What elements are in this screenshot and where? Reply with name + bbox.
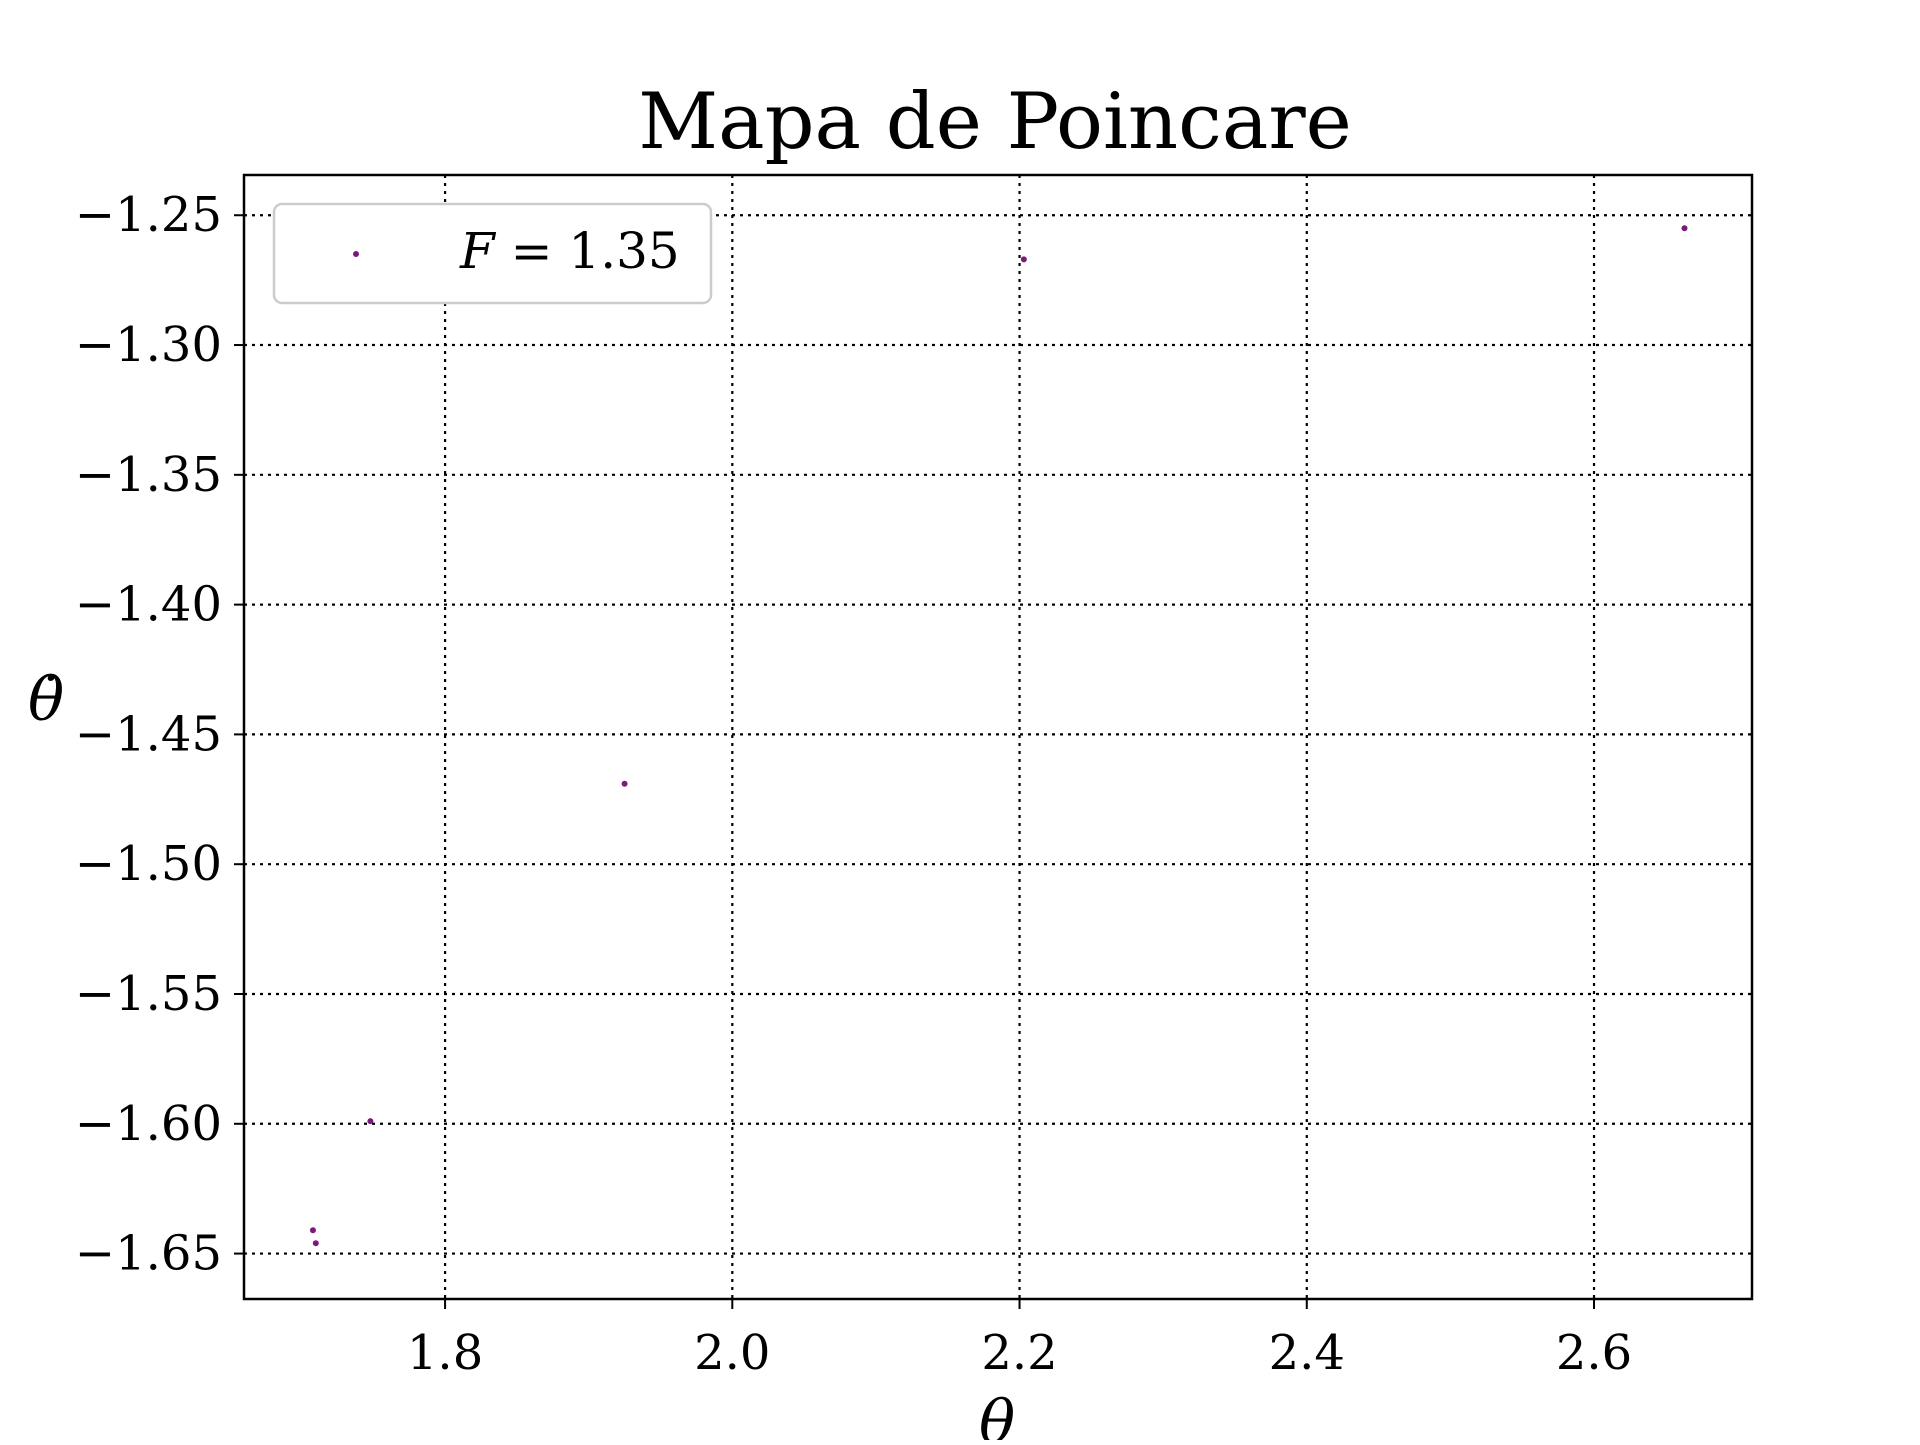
y-tick-label: −1.65 xyxy=(75,1226,222,1282)
x-tick-label: 2.4 xyxy=(1269,1325,1345,1381)
data-point xyxy=(1020,256,1027,263)
data-point xyxy=(621,780,628,787)
x-tick-label: 2.0 xyxy=(694,1325,770,1381)
y-tick-label: −1.35 xyxy=(75,447,222,503)
data-points xyxy=(309,225,1688,1247)
y-tick-label: −1.50 xyxy=(75,836,222,892)
y-tick-label: −1.60 xyxy=(75,1096,222,1152)
x-axis-label: θ xyxy=(979,1388,1015,1440)
legend-label-variable: F xyxy=(459,222,497,280)
plot-frame xyxy=(242,173,1754,1301)
data-point xyxy=(367,1118,374,1125)
legend-label-value: = 1.35 xyxy=(495,222,680,280)
y-tick-label: −1.55 xyxy=(75,966,222,1022)
x-tick-label: 2.2 xyxy=(981,1325,1057,1381)
legend-box xyxy=(272,202,713,305)
legend-marker xyxy=(353,251,359,257)
legend-label: F = 1.35 xyxy=(459,222,680,280)
y-tick-label: −1.25 xyxy=(75,187,222,243)
data-point xyxy=(309,1227,316,1234)
y-tick-label: −1.40 xyxy=(75,577,222,633)
y-axis-label: θ̇ xyxy=(28,665,64,735)
y-tick-label: −1.30 xyxy=(75,317,222,373)
x-tick-label: 1.8 xyxy=(407,1325,483,1381)
axis-ticks: 1.8 2.0 2.2 2.4 2.6 −1.25 −1.30 −1.35 −1.40 −1.45… xyxy=(75,187,1632,1381)
y-tick-label: −1.45 xyxy=(75,706,222,762)
grid-lines xyxy=(244,175,1752,1299)
data-point xyxy=(312,1240,319,1247)
x-tick-label: 2.6 xyxy=(1556,1325,1632,1381)
legend: F = 1.35 xyxy=(272,202,713,305)
chart-title: Mapa de Poincare xyxy=(638,77,1352,167)
data-point xyxy=(1681,225,1688,232)
